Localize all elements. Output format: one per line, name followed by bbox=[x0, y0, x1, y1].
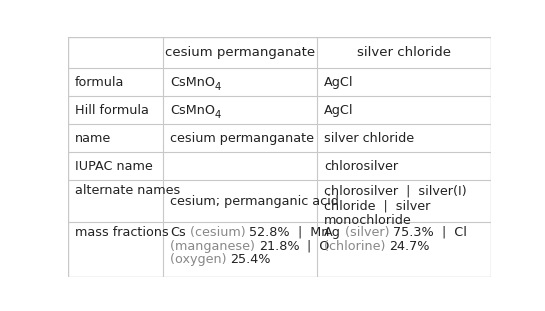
Text: cesium permanganate: cesium permanganate bbox=[165, 46, 316, 59]
Text: (chlorine): (chlorine) bbox=[324, 239, 390, 253]
Text: 21.8%: 21.8% bbox=[259, 239, 299, 253]
Text: Cs: Cs bbox=[170, 226, 186, 239]
Text: silver chloride: silver chloride bbox=[357, 46, 451, 59]
Text: alternate names: alternate names bbox=[75, 184, 180, 197]
Text: silver chloride: silver chloride bbox=[324, 132, 414, 145]
Text: chlorosilver: chlorosilver bbox=[324, 160, 398, 173]
Text: name: name bbox=[75, 132, 111, 145]
Text: |  Mn: | Mn bbox=[290, 226, 329, 239]
Text: formula: formula bbox=[75, 76, 124, 89]
Text: chlorosilver  |  silver(I)
chloride  |  silver
monochloride: chlorosilver | silver(I) chloride | silv… bbox=[324, 184, 467, 227]
Text: 4: 4 bbox=[215, 110, 221, 120]
Text: 52.8%: 52.8% bbox=[249, 226, 290, 239]
Text: |  Cl: | Cl bbox=[434, 226, 467, 239]
Text: 25.4%: 25.4% bbox=[231, 253, 271, 267]
Text: |  O: | O bbox=[299, 239, 330, 253]
Text: (manganese): (manganese) bbox=[170, 239, 259, 253]
Text: cesium permanganate: cesium permanganate bbox=[170, 132, 314, 145]
Text: (oxygen): (oxygen) bbox=[170, 253, 231, 267]
Text: AgCl: AgCl bbox=[324, 104, 354, 117]
Text: AgCl: AgCl bbox=[324, 76, 354, 89]
Text: mass fractions: mass fractions bbox=[75, 226, 168, 239]
Text: Hill formula: Hill formula bbox=[75, 104, 149, 117]
Text: Ag: Ag bbox=[324, 226, 341, 239]
Text: 75.3%: 75.3% bbox=[393, 226, 434, 239]
Text: IUPAC name: IUPAC name bbox=[75, 160, 153, 173]
Text: 4: 4 bbox=[215, 82, 221, 92]
Text: (cesium): (cesium) bbox=[186, 226, 249, 239]
Text: cesium; permanganic acid: cesium; permanganic acid bbox=[170, 195, 339, 208]
Text: (silver): (silver) bbox=[341, 226, 393, 239]
Text: CsMnO: CsMnO bbox=[170, 104, 215, 117]
Text: CsMnO: CsMnO bbox=[170, 76, 215, 89]
Text: 24.7%: 24.7% bbox=[390, 239, 430, 253]
